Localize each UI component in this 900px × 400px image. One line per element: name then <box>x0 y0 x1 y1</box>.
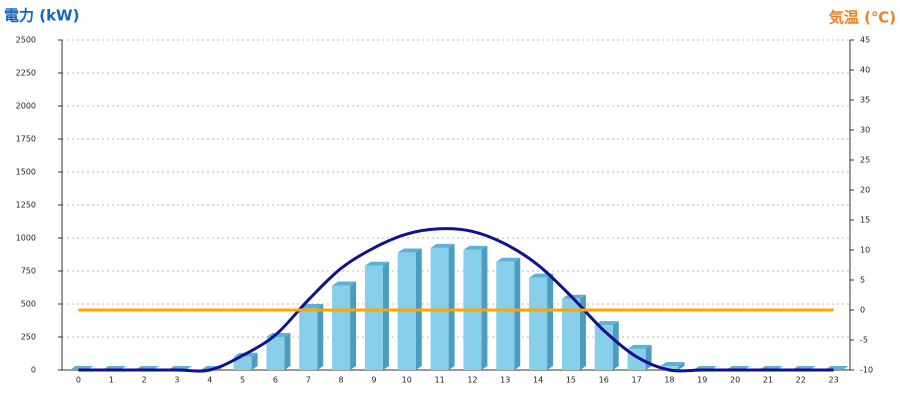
x-tick-label: 2 <box>142 376 147 385</box>
y2-tick-label: -10 <box>860 366 873 375</box>
y-tick-label: 2250 <box>16 69 36 78</box>
y2-tick-label: 15 <box>860 216 870 225</box>
bar <box>299 307 318 370</box>
x-tick-label: 20 <box>730 376 740 385</box>
x-tick-label: 0 <box>76 376 81 385</box>
x-tick-label: 4 <box>207 376 212 385</box>
bar <box>364 265 383 370</box>
x-tick-label: 14 <box>533 376 543 385</box>
y-tick-label: 2500 <box>16 36 36 45</box>
bar <box>561 298 580 370</box>
x-tick-label: 8 <box>339 376 344 385</box>
x-tick-label: 22 <box>796 376 806 385</box>
y-tick-label: 0 <box>31 366 36 375</box>
bar-side <box>612 321 619 370</box>
bar-top <box>627 344 652 349</box>
y2-tick-label: 35 <box>860 96 870 105</box>
bar-side <box>251 352 258 370</box>
bar-side <box>547 273 554 370</box>
x-tick-label: 6 <box>273 376 278 385</box>
y-tick-label: 1500 <box>16 168 36 177</box>
bar <box>529 277 548 370</box>
y2-tick-label: 10 <box>860 246 870 255</box>
y2-tick-label: 20 <box>860 186 870 195</box>
bar-side <box>481 245 488 370</box>
bar-top <box>364 261 389 266</box>
y2-tick-label: 30 <box>860 126 870 135</box>
y-tick-label: 1000 <box>16 234 36 243</box>
bar-top <box>561 294 586 299</box>
x-tick-label: 18 <box>664 376 674 385</box>
bar-side <box>514 257 521 370</box>
x-tick-label: 1 <box>109 376 114 385</box>
y2-tick-label: 45 <box>860 36 870 45</box>
x-tick-label: 19 <box>697 376 707 385</box>
x-tick-label: 13 <box>500 376 510 385</box>
y-tick-label: 250 <box>21 333 36 342</box>
x-tick-label: 17 <box>631 376 641 385</box>
y-tick-label: 750 <box>21 267 36 276</box>
bar <box>332 285 351 370</box>
y-axis-title: 電力 (kW) <box>4 7 79 25</box>
x-tick-label: 10 <box>402 376 412 385</box>
x-tick-label: 12 <box>467 376 477 385</box>
bar-side <box>284 333 291 370</box>
y-tick-label: 1750 <box>16 135 36 144</box>
x-tick-label: 16 <box>599 376 609 385</box>
x-tick-label: 5 <box>240 376 245 385</box>
bar <box>266 337 285 370</box>
bar-top <box>463 245 488 250</box>
bar-side <box>579 294 586 370</box>
y2-tick-label: 0 <box>860 306 865 315</box>
bar-side <box>317 303 324 370</box>
bar <box>496 261 515 370</box>
bar-top <box>332 281 357 286</box>
bar <box>660 366 679 370</box>
y2-tick-label: -5 <box>860 336 868 345</box>
bar-top <box>430 243 455 248</box>
y2-tick-label: 5 <box>860 276 865 285</box>
bar-side <box>382 261 389 370</box>
bar-side <box>448 243 455 370</box>
x-tick-label: 7 <box>306 376 311 385</box>
x-tick-label: 21 <box>763 376 773 385</box>
y-tick-label: 1250 <box>16 201 36 210</box>
y2-tick-label: 40 <box>860 66 870 75</box>
bar-top <box>496 257 521 262</box>
line <box>78 227 834 373</box>
x-tick-label: 11 <box>434 376 444 385</box>
bar-top <box>594 321 619 326</box>
x-tick-label: 23 <box>828 376 838 385</box>
bar-side <box>678 362 685 370</box>
bar-top <box>397 248 422 253</box>
bar-side <box>350 281 357 370</box>
y-tick-label: 500 <box>21 300 36 309</box>
bar-top <box>660 362 685 367</box>
y-tick-label: 2000 <box>16 102 36 111</box>
bar <box>233 356 252 370</box>
y2-axis-title: 気温 (℃) <box>829 9 896 27</box>
bar-side <box>645 344 652 370</box>
x-tick-label: 3 <box>174 376 179 385</box>
x-tick-label: 9 <box>371 376 376 385</box>
y2-tick-label: 25 <box>860 156 870 165</box>
x-tick-label: 15 <box>566 376 576 385</box>
